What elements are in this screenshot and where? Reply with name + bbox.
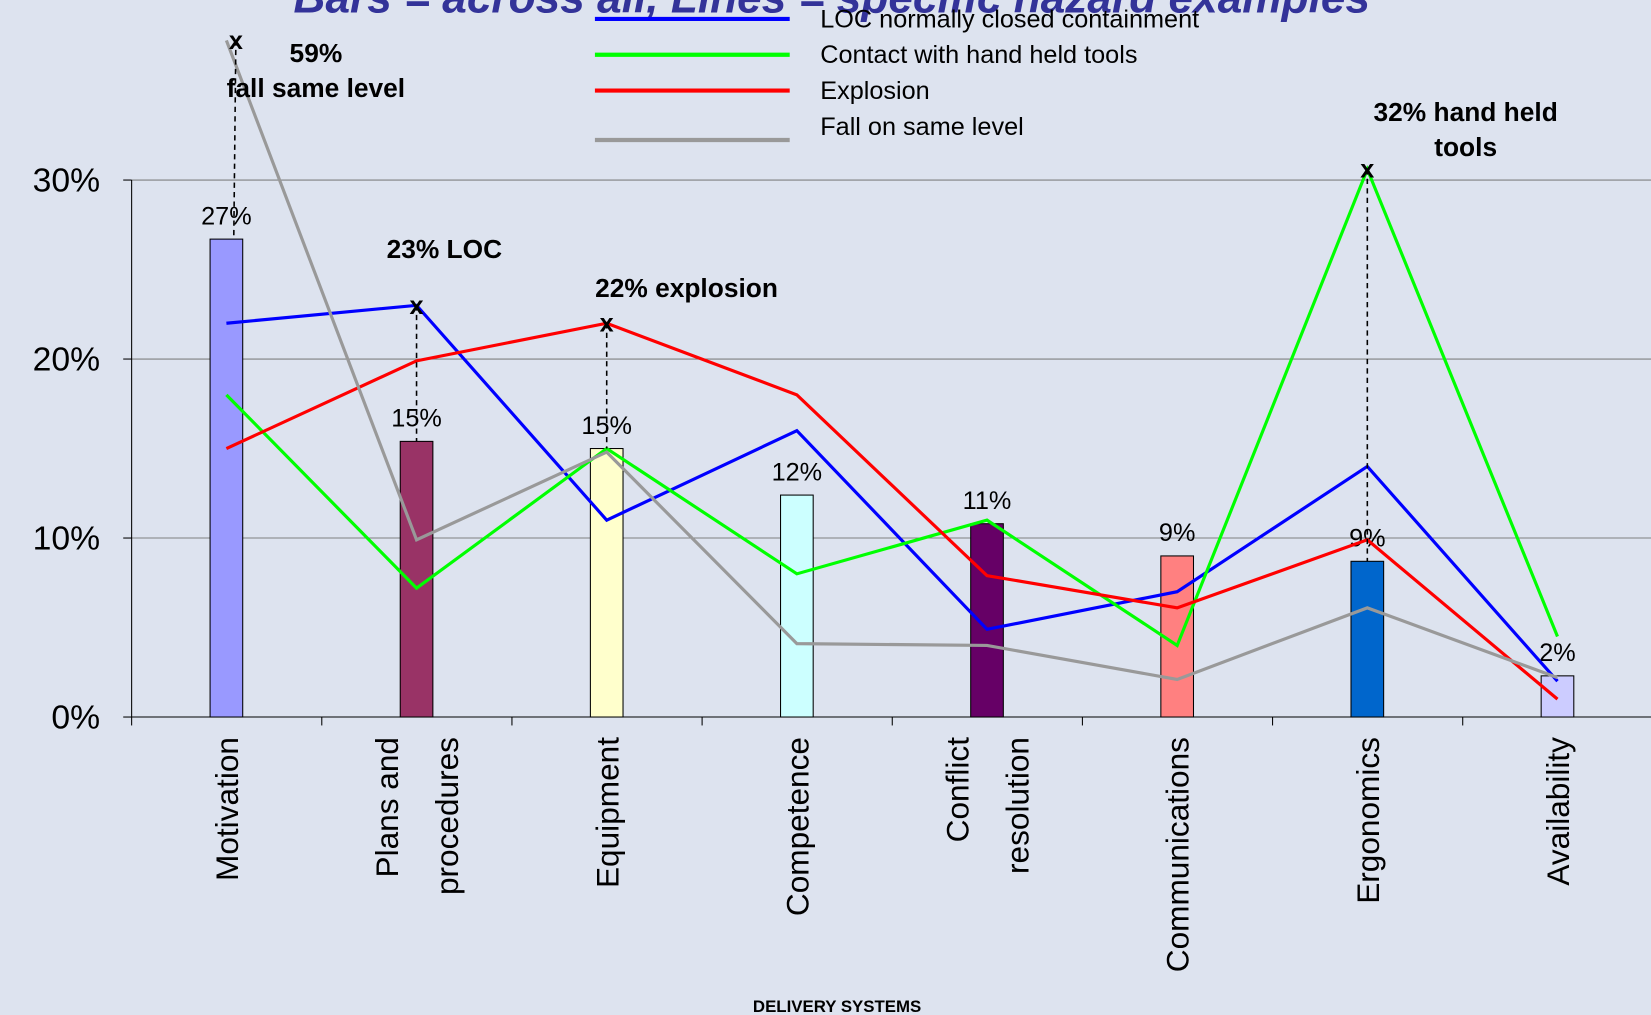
- x-tick-label: Communications: [1160, 737, 1196, 972]
- legend-label: Contact with hand held tools: [820, 41, 1137, 69]
- annotation-marker: x: [1360, 156, 1374, 184]
- annotation-marker: x: [229, 27, 243, 55]
- x-tick-label: Competence: [779, 737, 815, 916]
- y-tick-label: 0%: [51, 700, 100, 737]
- value-label: 12%: [772, 458, 823, 486]
- value-label: 11%: [963, 487, 1012, 515]
- chart-title: Bars = across all, Lines = specific haza…: [294, 0, 1371, 23]
- annotation: 22% explosion: [595, 273, 778, 303]
- annotation-leader: [232, 40, 237, 240]
- y-tick-label: 30%: [33, 163, 100, 200]
- x-axis-label: DELIVERY SYSTEMS: [753, 997, 921, 1015]
- legend-label: Fall on same level: [820, 113, 1024, 141]
- legend-label: LOC normally closed containment: [820, 5, 1199, 33]
- legend-label: Explosion: [820, 77, 929, 105]
- value-label: 15%: [391, 405, 442, 433]
- annotation: 23% LOC: [387, 234, 503, 264]
- x-tick-label: Equipment: [589, 737, 625, 888]
- series-line: [226, 303, 1559, 683]
- bar: [209, 238, 244, 718]
- bar: [970, 523, 1004, 718]
- annotation-marker: x: [410, 292, 424, 320]
- value-label: 27%: [201, 202, 252, 230]
- value-label: 9%: [1159, 519, 1196, 547]
- x-tick-label: Ergonomics: [1350, 737, 1386, 904]
- annotation: 32% hand held tools: [1374, 97, 1558, 162]
- x-tick-label: Conflict resolution: [940, 737, 1036, 874]
- series-line: [225, 165, 1559, 648]
- y-tick-label: 20%: [33, 342, 100, 379]
- annotation-marker: x: [600, 310, 614, 338]
- annotation: 59% fall same level: [227, 38, 405, 103]
- bar: [1540, 675, 1575, 718]
- value-label: 2%: [1539, 639, 1576, 667]
- series-line: [225, 321, 1559, 701]
- x-tick-label: Motivation: [209, 737, 245, 881]
- x-tick-label: Plans and procedures: [369, 737, 465, 895]
- bar: [1350, 560, 1385, 718]
- bar: [780, 494, 814, 718]
- y-tick-label: 10%: [33, 521, 100, 558]
- value-label: 15%: [581, 412, 632, 440]
- bar: [589, 448, 624, 718]
- series-line: [224, 39, 1559, 682]
- x-tick-label: Availability: [1540, 737, 1576, 886]
